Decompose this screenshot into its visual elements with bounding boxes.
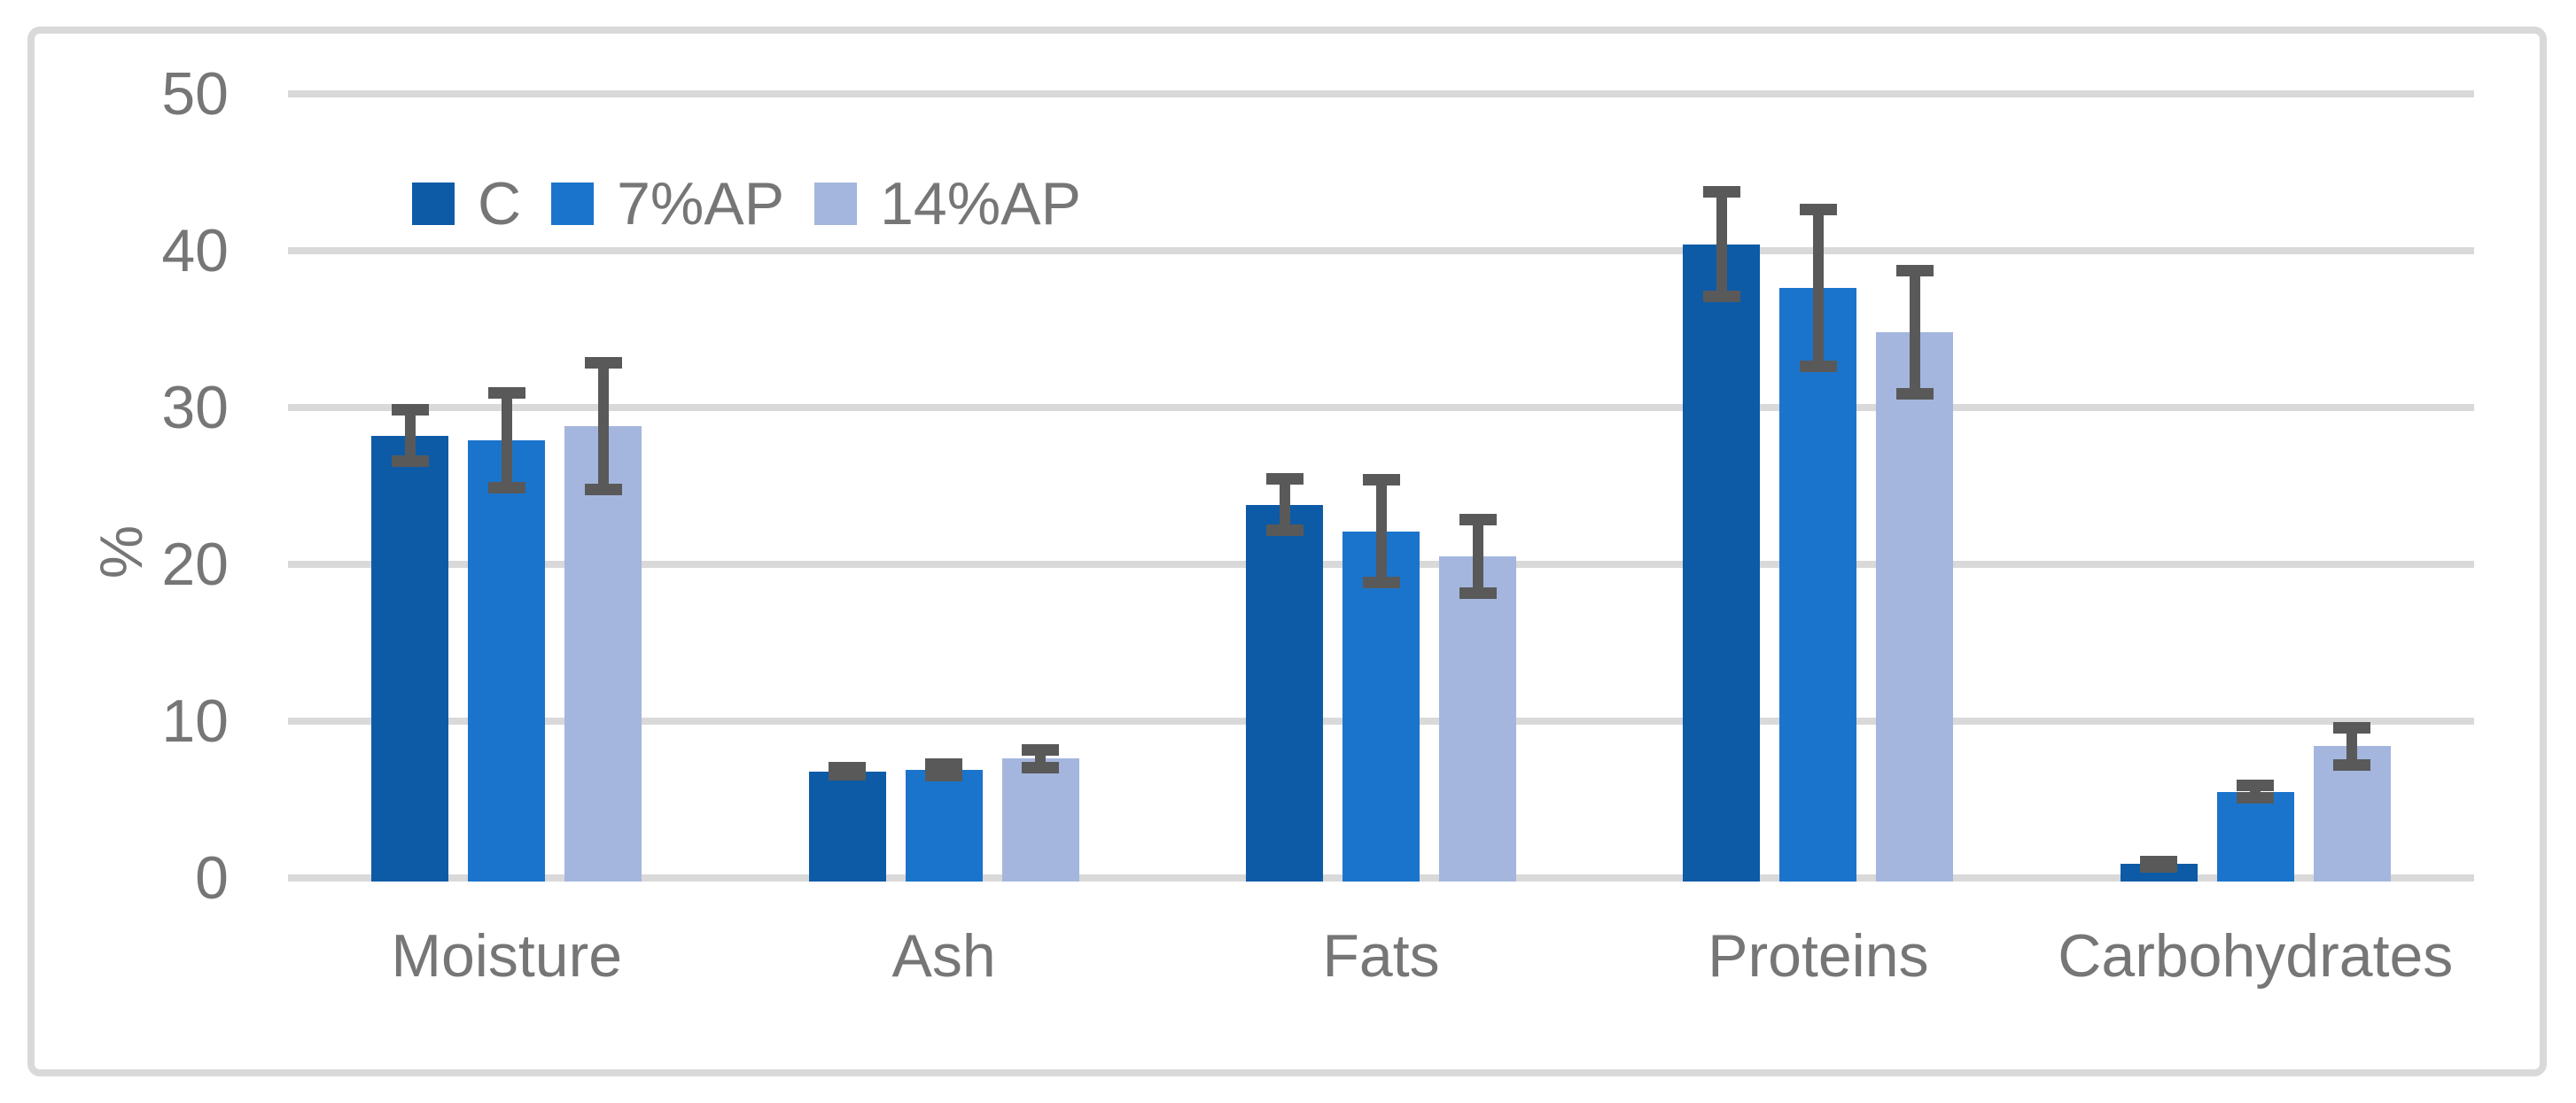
y-axis-title: % — [88, 524, 155, 579]
error-bar-cap-top-7%AP-Proteins — [1799, 204, 1837, 216]
x-axis-label-Ash: Ash — [891, 922, 996, 990]
error-bar-cap-bottom-14%AP-Proteins — [1895, 387, 1934, 400]
error-bar-cap-top-C-Moisture — [391, 404, 429, 416]
error-bar-stem-7%AP-Fats — [1375, 473, 1387, 589]
gridline-y-40 — [288, 246, 2474, 254]
legend-item-7%AP: 7%AP — [551, 174, 784, 234]
error-bar-cap-bottom-14%AP-Moisture — [584, 483, 622, 495]
chart-frame: 0 10 20 30 40 50 Moisture Ash Fats Proteins Carboh… — [27, 27, 2547, 1076]
x-axis-label-Proteins: Proteins — [1708, 922, 1929, 990]
error-bar-cap-bottom-C-Proteins — [1702, 291, 1740, 303]
legend-swatch-14%AP — [814, 183, 858, 225]
error-bar-cap-bottom-C-Ash — [829, 769, 867, 781]
y-tick-label-40: 40 — [161, 216, 229, 284]
error-bar-stem-14%AP-Carbohydrates — [2346, 721, 2358, 771]
error-bar-cap-top-14%AP-Carbohydrates — [2333, 721, 2371, 734]
bar-14%AP-Proteins — [1876, 331, 1954, 882]
error-bar-cap-bottom-14%AP-Fats — [1459, 586, 1497, 599]
y-tick-label-30: 30 — [161, 373, 229, 441]
error-bar-cap-top-14%AP-Proteins — [1895, 264, 1934, 276]
y-tick-label-20: 20 — [161, 530, 229, 598]
legend-swatch-7%AP — [551, 183, 595, 225]
error-bar-cap-bottom-7%AP-Carbohydrates — [2237, 791, 2275, 804]
bar-C-Ash — [808, 771, 886, 882]
error-bar-cap-bottom-14%AP-Carbohydrates — [2333, 758, 2371, 771]
error-bar-cap-bottom-C-Carbohydrates — [2140, 855, 2178, 867]
bar-7%AP-Ash — [905, 769, 983, 882]
legend-item-C: C — [412, 174, 521, 234]
gridline-y-50 — [288, 89, 2474, 97]
bar-7%AP-Carbohydrates — [2216, 791, 2294, 882]
error-bar-cap-top-14%AP-Fats — [1459, 514, 1497, 526]
error-bar-stem-7%AP-Proteins — [1812, 204, 1824, 372]
y-tick-label-10: 10 — [161, 687, 229, 755]
legend-label-14%AP: 14%AP — [880, 170, 1081, 237]
y-tick-label-0: 0 — [195, 844, 229, 912]
error-bar-cap-top-7%AP-Moisture — [487, 386, 525, 399]
bar-14%AP-Ash — [1001, 758, 1079, 882]
error-bar-cap-top-7%AP-Carbohydrates — [2237, 780, 2275, 792]
error-bar-cap-top-C-Proteins — [1702, 185, 1740, 198]
bar-C-Fats — [1246, 504, 1323, 882]
y-tick-label-50: 50 — [161, 59, 229, 128]
error-bar-stem-14%AP-Proteins — [1909, 264, 1920, 400]
error-bar-stem-7%AP-Moisture — [501, 386, 512, 494]
error-bar-stem-C-Fats — [1279, 473, 1290, 536]
error-bar-cap-top-C-Fats — [1265, 473, 1304, 485]
x-axis-label-Moisture: Moisture — [391, 922, 623, 990]
bar-C-Moisture — [371, 435, 449, 882]
legend-label-C: C — [478, 170, 522, 237]
error-bar-cap-top-7%AP-Fats — [1362, 473, 1400, 485]
legend-swatch-C — [412, 183, 455, 225]
bar-14%AP-Fats — [1439, 555, 1516, 882]
error-bar-cap-bottom-7%AP-Fats — [1362, 577, 1400, 589]
error-bar-cap-bottom-7%AP-Moisture — [487, 482, 525, 494]
legend-label-7%AP: 7%AP — [617, 170, 785, 237]
error-bar-stem-14%AP-Moisture — [597, 357, 609, 495]
bar-7%AP-Moisture — [468, 439, 546, 882]
error-bar-cap-top-7%AP-Ash — [925, 757, 963, 770]
bar-7%AP-Fats — [1342, 531, 1420, 882]
error-bar-cap-bottom-C-Fats — [1265, 524, 1304, 536]
error-bar-cap-bottom-7%AP-Proteins — [1799, 360, 1837, 372]
error-bar-cap-bottom-C-Moisture — [391, 454, 429, 467]
error-bar-cap-top-14%AP-Ash — [1022, 743, 1060, 756]
error-bar-stem-14%AP-Fats — [1472, 514, 1483, 599]
error-bar-cap-top-14%AP-Moisture — [584, 357, 622, 369]
x-axis-label-Carbohydrates: Carbohydrates — [2058, 922, 2454, 990]
error-bar-stem-C-Proteins — [1716, 185, 1727, 303]
bar-C-Carbohydrates — [2120, 864, 2198, 882]
legend: C 7%AP 14%AP — [412, 174, 1111, 234]
bar-14%AP-Moisture — [564, 425, 642, 882]
error-bar-cap-bottom-14%AP-Ash — [1022, 762, 1060, 774]
x-axis-label-Fats: Fats — [1322, 922, 1440, 990]
bar-C-Proteins — [1683, 244, 1761, 882]
legend-item-14%AP: 14%AP — [814, 174, 1081, 234]
gridline-y-30 — [288, 403, 2474, 411]
error-bar-cap-bottom-7%AP-Ash — [925, 770, 963, 782]
bar-7%AP-Proteins — [1779, 288, 1857, 882]
error-bar-stem-C-Moisture — [404, 404, 416, 467]
